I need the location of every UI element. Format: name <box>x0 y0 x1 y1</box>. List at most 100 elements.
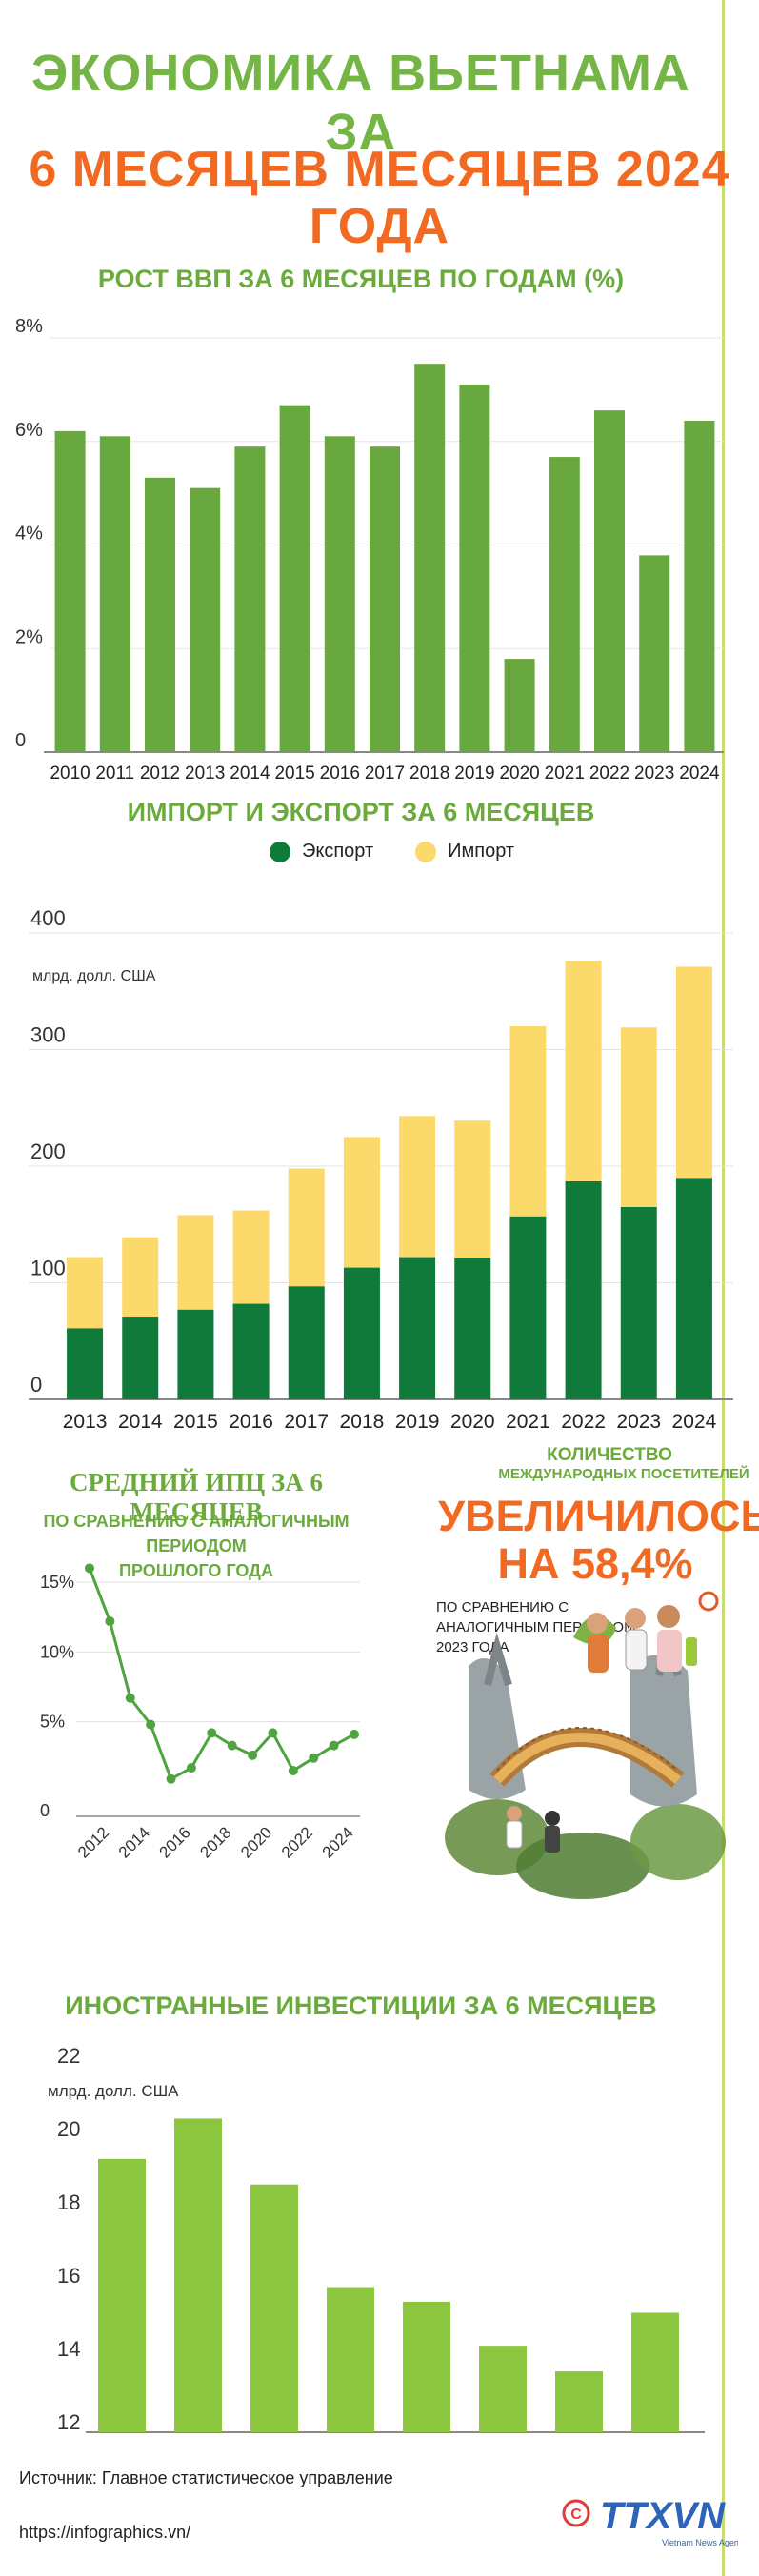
source-url[interactable]: https://infographics.vn/ <box>19 2523 191 2542</box>
gdp-bar <box>324 436 355 752</box>
cpi-point <box>288 1766 298 1775</box>
cpi-ytick-label: 0 <box>40 1801 50 1820</box>
trade-unit-label: млрд. долл. США <box>32 968 156 984</box>
gdp-bar <box>370 446 400 752</box>
cpi-xtick-label: 2018 <box>196 1823 234 1861</box>
gdp-bar <box>99 436 130 752</box>
trade-xtick-label: 2022 <box>561 1411 606 1433</box>
gdp-bar <box>54 430 86 752</box>
cpi-chart: 0 5% 10% 15% 2012 2014 2016 2018 2020 2022 2024 <box>40 1563 360 1862</box>
logo-subtitle: Vietnam News Agency <box>662 2538 738 2547</box>
export-bar <box>67 1328 104 1399</box>
ttxvn-logo: C TTXVN Vietnam News Agency <box>562 2495 738 2547</box>
trade-chart-title: ИМПОРТ И ЭКСПОРТ ЗА 6 МЕСЯЦЕВ <box>127 798 595 826</box>
export-bar <box>343 1267 380 1399</box>
gdp-ytick-label: 6% <box>15 420 43 441</box>
gdp-xtick-label: 2017 <box>365 763 405 781</box>
fdi-bar <box>174 2118 222 2432</box>
gdp-bar <box>414 364 446 752</box>
trade-ytick-label: 300 <box>30 1023 66 1047</box>
import-bar <box>177 1215 214 1310</box>
import-bar <box>675 966 712 1179</box>
tourism-big-line1: УВЕЛИЧИЛОСЬ <box>438 1492 759 1540</box>
fdi-ytick-label: 20 <box>57 2117 80 2141</box>
tourism-illustration <box>445 1591 726 1899</box>
gdp-ytick-label: 0 <box>15 730 26 751</box>
gdp-xtick-label: 2022 <box>589 763 629 781</box>
gdp-xtick-label: 2024 <box>679 763 720 781</box>
export-legend-dot <box>270 841 290 862</box>
import-bar <box>288 1168 325 1287</box>
trade-xtick-label: 2015 <box>173 1411 218 1433</box>
fdi-unit-label: млрд. долл. США <box>48 2082 179 2100</box>
main-title-line1: ЭКОНОМИКА ВЬЕТНАМА ЗА <box>31 45 690 161</box>
trade-xtick-label: 2024 <box>672 1411 717 1433</box>
fdi-ytick-label: 18 <box>57 2190 80 2214</box>
trade-xtick-label: 2021 <box>506 1411 550 1433</box>
cpi-point <box>105 1616 115 1627</box>
export-bar <box>288 1286 325 1399</box>
tourism-title: КОЛИЧЕСТВО <box>547 1445 672 1465</box>
cpi-xtick-label: 2014 <box>115 1823 153 1861</box>
cpi-point <box>248 1750 258 1760</box>
trade-xtick-label: 2023 <box>616 1411 661 1433</box>
logo-wordmark: TTXVN <box>600 2495 726 2537</box>
cpi-point <box>186 1763 196 1773</box>
fdi-bar <box>327 2287 374 2432</box>
cpi-point <box>207 1728 217 1738</box>
cpi-subtitle-line2: ПРОШЛОГО ГОДА <box>119 1561 273 1580</box>
gdp-chart-title: РОСТ ВВП ЗА 6 МЕСЯЦЕВ ПО ГОДАМ (%) <box>97 265 625 293</box>
gdp-bar <box>234 446 266 752</box>
fdi-ytick-label: 12 <box>57 2410 80 2434</box>
trade-xtick-label: 2013 <box>63 1411 108 1433</box>
tourism-subtitle: МЕЖДУНАРОДНЫХ ПОСЕТИТЕЛЕЙ <box>498 1466 749 1482</box>
import-bar <box>122 1237 159 1318</box>
export-bar <box>675 1178 712 1399</box>
cpi-ytick-label: 15% <box>40 1573 74 1592</box>
source-text: Источник: Главное статистическое управле… <box>19 2468 393 2487</box>
import-bar <box>232 1210 270 1304</box>
gdp-xtick-label: 2019 <box>454 763 494 781</box>
fdi-ytick-label: 22 <box>57 2044 80 2068</box>
export-legend-label: Экспорт <box>302 841 374 862</box>
gdp-xtick-label: 2021 <box>545 763 585 781</box>
gdp-bar <box>639 555 670 752</box>
export-bar <box>122 1317 159 1399</box>
gdp-bar <box>549 457 580 752</box>
tourism-growth-headline: УВЕЛИЧИЛОСЬ НА 58,4% <box>438 1492 759 1588</box>
import-bar <box>620 1027 657 1207</box>
gdp-xtick-label: 2016 <box>320 763 360 781</box>
fdi-bar <box>631 2312 679 2432</box>
trade-ytick-label: 100 <box>30 1257 66 1280</box>
cpi-chart-subtitle: ПО СРАВНЕНИЮ С АНАЛОГИЧНЫМ ПЕРИОДОМ ПРОШ… <box>6 1509 387 1583</box>
cpi-point <box>227 1740 237 1751</box>
cpi-subtitle-line1: ПО СРАВНЕНИЮ С АНАЛОГИЧНЫМ ПЕРИОДОМ <box>43 1512 350 1556</box>
trade-xtick-label: 2020 <box>450 1411 495 1433</box>
gdp-ytick-label: 2% <box>15 626 43 647</box>
gdp-bar <box>684 421 715 752</box>
tourism-note-line3: 2023 ГОДА <box>436 1639 509 1655</box>
export-bar <box>454 1258 491 1399</box>
trade-legend: Экспорт Импорт <box>270 841 514 862</box>
gdp-xtick-label: 2020 <box>499 763 539 781</box>
gdp-ytick-label: 8% <box>15 316 43 337</box>
cpi-xtick-label: 2012 <box>74 1823 112 1861</box>
trade-ytick-label: 200 <box>30 1139 66 1163</box>
gdp-xtick-label: 2015 <box>274 763 314 781</box>
gdp-xtick-label: 2014 <box>230 763 270 781</box>
fdi-bar <box>98 2158 146 2432</box>
gdp-xtick-label: 2018 <box>409 763 449 781</box>
fdi-bar <box>555 2371 603 2432</box>
cpi-line <box>88 1567 355 1781</box>
gdp-bar <box>190 487 221 752</box>
gdp-xtick-label: 2012 <box>140 763 180 781</box>
cpi-point <box>146 1719 156 1730</box>
cpi-point <box>268 1728 278 1738</box>
fdi-chart-title: ИНОСТРАННЫЕ ИНВЕСТИЦИИ ЗА 6 МЕСЯЦЕВ <box>65 1991 657 2020</box>
gdp-xtick-label: 2023 <box>634 763 674 781</box>
gdp-xtick-label: 2013 <box>185 763 225 781</box>
cpi-chart-title: СРЕДНИЙ ИПЦ ЗА 6 МЕСЯЦЕВ <box>69 1468 324 1526</box>
cpi-point <box>350 1729 359 1739</box>
export-bar <box>509 1216 547 1399</box>
import-bar <box>565 961 602 1181</box>
